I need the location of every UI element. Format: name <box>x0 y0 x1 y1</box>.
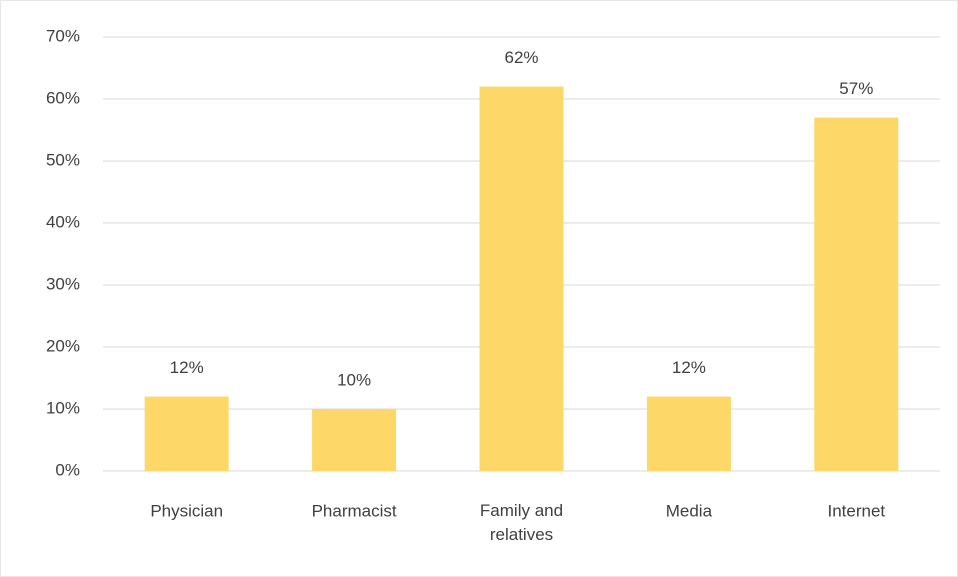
data-label: 57% <box>839 79 873 98</box>
bar <box>312 409 397 471</box>
data-label: 10% <box>337 370 371 389</box>
data-label: 12% <box>672 358 706 377</box>
y-tick-label: 0% <box>55 460 80 479</box>
x-tick-label: Media <box>666 501 713 520</box>
y-tick-label: 60% <box>46 88 80 107</box>
y-tick-label: 10% <box>46 398 80 417</box>
x-tick-label: Family and relatives <box>480 501 563 544</box>
y-tick-label: 50% <box>46 150 80 169</box>
y-tick-label: 30% <box>46 274 80 293</box>
x-tick-label: Pharmacist <box>312 501 397 520</box>
bar <box>144 396 229 471</box>
data-label: 62% <box>504 48 538 67</box>
bar <box>646 396 731 471</box>
y-tick-label: 40% <box>46 212 80 231</box>
x-tick-label: Internet <box>827 501 885 520</box>
x-tick-label: Physician <box>150 501 223 520</box>
bar <box>479 86 564 471</box>
y-tick-label: 70% <box>46 26 80 45</box>
data-label: 12% <box>170 358 204 377</box>
y-tick-label: 20% <box>46 336 80 355</box>
bar <box>814 117 899 471</box>
